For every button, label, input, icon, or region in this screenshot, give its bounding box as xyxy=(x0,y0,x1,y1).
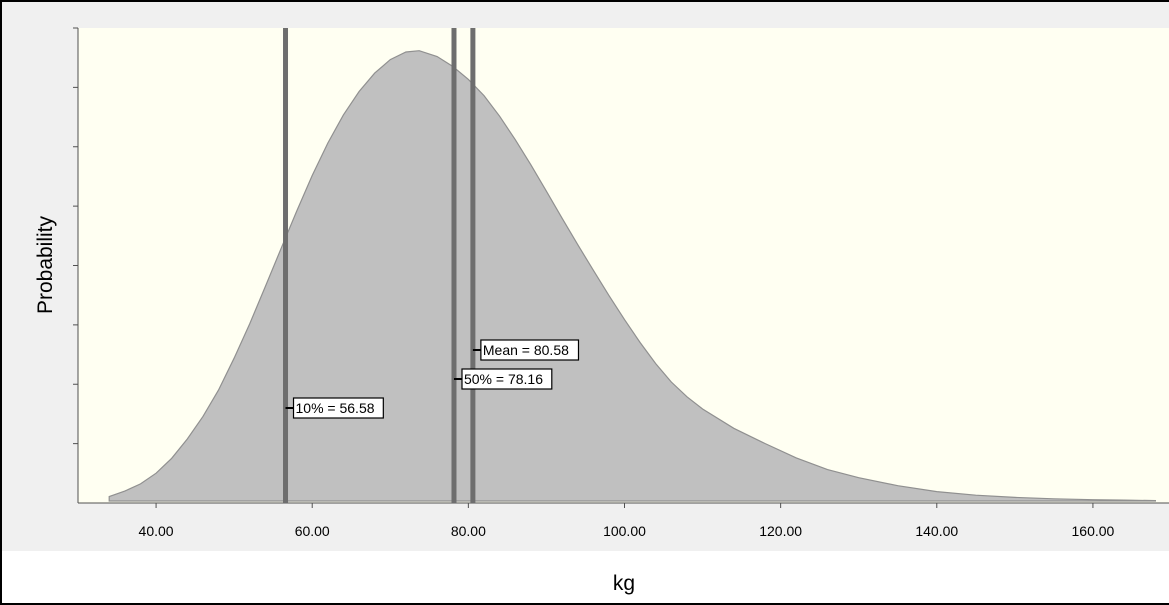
x-tick-label: 40.00 xyxy=(139,523,174,539)
y-axis-title: Probability xyxy=(34,215,57,314)
x-tick-label: 80.00 xyxy=(451,523,486,539)
x-tick-label: 60.00 xyxy=(295,523,330,539)
distribution-area xyxy=(108,50,1156,502)
marker-label-box xyxy=(461,368,553,390)
marker-label: 50% = 78.16 xyxy=(464,371,543,387)
marker-label: Mean = 80.58 xyxy=(483,342,569,358)
x-axis-title-panel xyxy=(2,551,1169,603)
marker-label: 10% = 56.58 xyxy=(296,400,375,416)
marker-label-box xyxy=(480,339,580,361)
x-tick-label: 100.00 xyxy=(603,523,646,539)
x-tick-label: 140.00 xyxy=(915,523,958,539)
x-tick-label: 160.00 xyxy=(1072,523,1115,539)
x-axis-title: kg xyxy=(613,572,635,595)
x-tick-label: 120.00 xyxy=(759,523,802,539)
marker-label-box xyxy=(292,397,384,419)
